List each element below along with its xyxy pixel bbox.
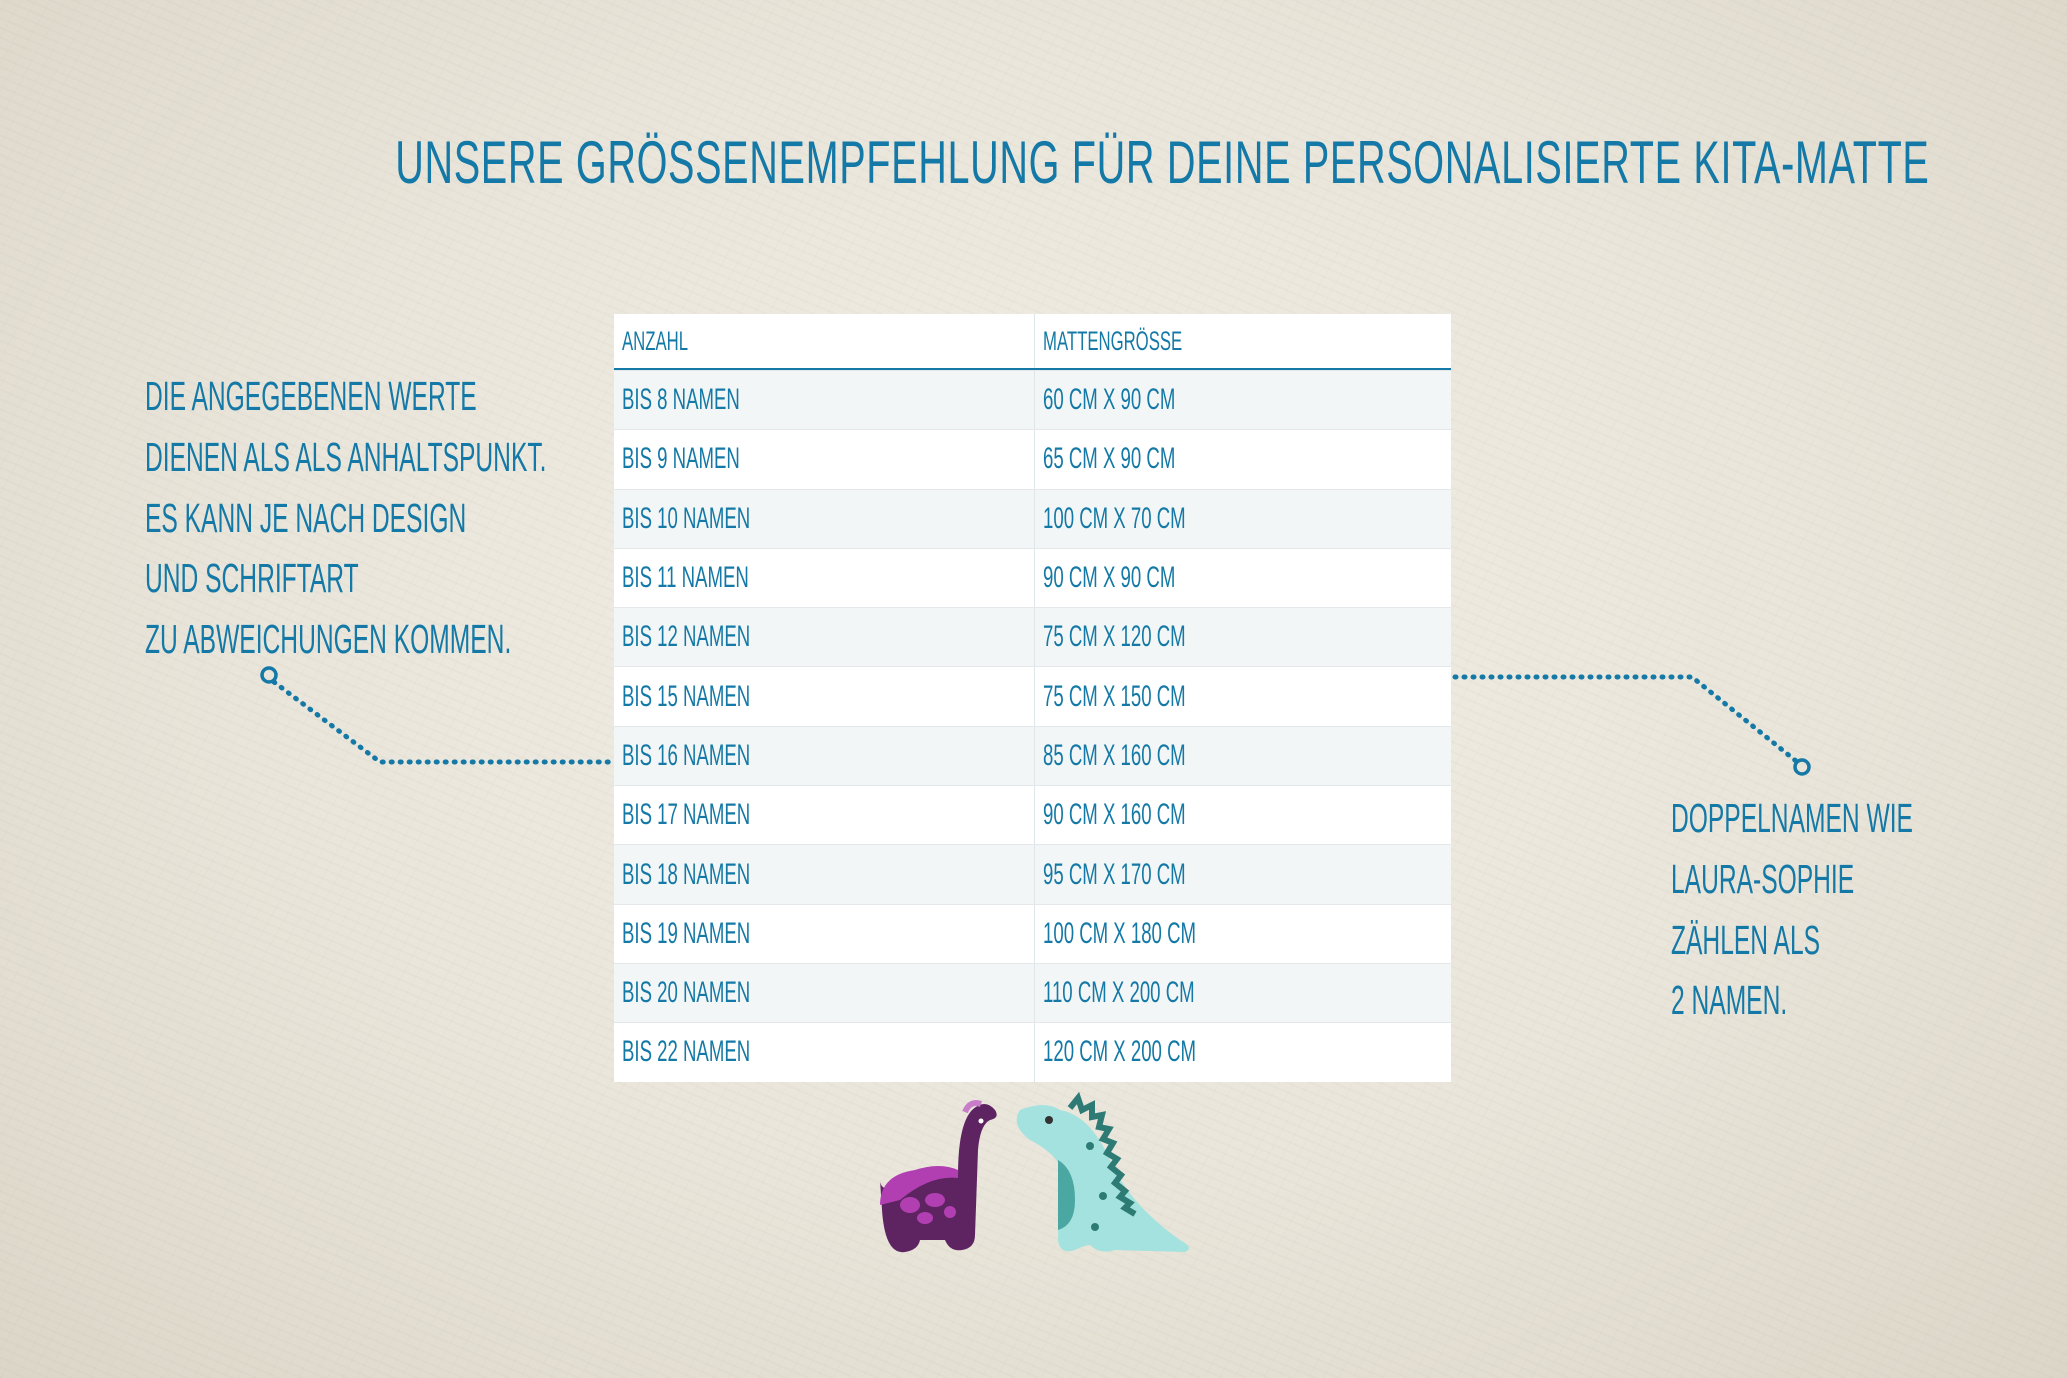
name-count-cell: BIS 16 NAMEN [622,738,751,772]
mat-size-cell: 120 CM X 200 CM [1043,1035,1197,1069]
header-count: ANZAHL [622,325,689,356]
name-count-cell: BIS 20 NAMEN [622,976,751,1010]
name-count-cell: BIS 15 NAMEN [622,679,751,713]
mat-size-cell: 75 CM X 150 CM [1043,679,1186,713]
mat-size-cell: 75 CM X 120 CM [1043,620,1186,654]
table-header: ANZAHL MATTENGRÖSSE [614,314,1451,370]
name-count-cell: BIS 11 NAMEN [622,561,749,595]
name-count-cell: BIS 9 NAMEN [622,442,740,476]
name-count-cell: BIS 12 NAMEN [622,620,751,654]
page-title: UNSERE GRÖSSENEMPFEHLUNG FÜR DEINE PERSO… [395,129,1930,196]
mat-size-cell: 60 CM X 90 CM [1043,383,1176,417]
right-connector-dot [1793,758,1811,776]
table-row: BIS 12 NAMEN 75 CM X 120 CM [614,607,1451,667]
mat-size-cell: 100 CM X 180 CM [1043,916,1197,950]
mat-size-cell: 110 CM X 200 CM [1043,976,1195,1010]
mat-size-cell: 90 CM X 160 CM [1043,798,1186,832]
table-row: BIS 18 NAMEN 95 CM X 170 CM [614,844,1451,904]
mat-size-cell: 90 CM X 90 CM [1043,561,1176,595]
name-count-cell: BIS 17 NAMEN [622,798,751,832]
purple-dinosaur-illustration [880,1100,997,1253]
header-size: MATTENGRÖSSE [1043,325,1183,356]
table-row: BIS 8 NAMEN 60 CM X 90 CM [614,370,1451,430]
mat-size-cell: 65 CM X 90 CM [1043,442,1176,476]
name-count-cell: BIS 18 NAMEN [622,857,751,891]
mat-size-cell: 95 CM X 170 CM [1043,857,1186,891]
table-row: BIS 22 NAMEN 120 CM X 200 CM [614,1022,1451,1082]
left-note: DIE ANGEGEBENEN WERTE DIENEN ALS ALS ANH… [145,373,547,663]
teal-dinosaur-illustration [1016,1091,1189,1252]
name-count-cell: BIS 10 NAMEN [622,501,751,535]
right-note: DOPPELNAMEN WIE LAURA-SOPHIE ZÄHLEN ALS … [1671,795,1913,1024]
table-row: BIS 17 NAMEN 90 CM X 160 CM [614,785,1451,845]
table-row: BIS 19 NAMEN 100 CM X 180 CM [614,903,1451,963]
size-table: ANZAHL MATTENGRÖSSE BIS 8 NAMEN 60 CM X … [614,314,1451,1082]
name-count-cell: BIS 8 NAMEN [622,383,740,417]
table-row: BIS 16 NAMEN 85 CM X 160 CM [614,725,1451,786]
table-row: BIS 11 NAMEN 90 CM X 90 CM [614,547,1451,608]
name-count-cell: BIS 22 NAMEN [622,1035,751,1069]
mat-size-cell: 100 CM X 70 CM [1043,501,1186,535]
left-connector-dot [260,666,278,684]
left-dotted-connector [271,679,617,765]
right-dotted-connector [1452,674,1799,764]
name-count-cell: BIS 19 NAMEN [622,916,751,950]
table-row: BIS 10 NAMEN 100 CM X 70 CM [614,488,1451,548]
table-row: BIS 20 NAMEN 110 CM X 200 CM [614,962,1451,1023]
mat-size-cell: 85 CM X 160 CM [1043,738,1186,772]
table-row: BIS 9 NAMEN 65 CM X 90 CM [614,429,1451,489]
table-row: BIS 15 NAMEN 75 CM X 150 CM [614,666,1451,726]
